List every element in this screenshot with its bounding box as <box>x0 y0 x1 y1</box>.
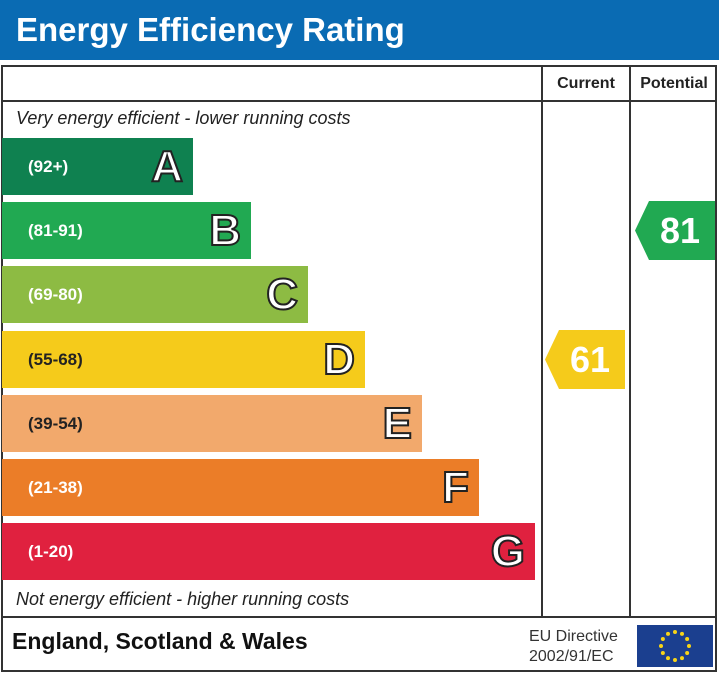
star <box>666 656 670 661</box>
star <box>687 644 691 648</box>
star <box>660 651 665 655</box>
band-f: (21-38) F <box>2 459 479 516</box>
band-letter: E <box>382 398 413 449</box>
band-a: (92+) A <box>2 138 193 195</box>
band-range: (69-80) <box>28 285 83 304</box>
band-c: (69-80) C <box>2 266 308 323</box>
current-header: Current <box>557 75 615 92</box>
star <box>673 658 677 662</box>
band-b: (81-91) B <box>2 202 251 259</box>
star <box>680 631 684 636</box>
star <box>673 630 677 634</box>
band-letter: A <box>150 141 184 192</box>
star <box>659 644 663 648</box>
eu-directive: EU Directive 2002/91/EC <box>529 627 618 667</box>
potential-rating-arrow: 81 <box>635 201 715 260</box>
star <box>666 631 670 636</box>
star <box>660 637 665 641</box>
band-letter: C <box>265 269 299 320</box>
divider <box>541 65 543 618</box>
band-letter: B <box>208 205 242 256</box>
band-e: (39-54) E <box>2 395 422 452</box>
band-range: (55-68) <box>28 350 83 369</box>
eu-flag-icon <box>637 625 713 667</box>
band-range: (39-54) <box>28 414 83 433</box>
divider <box>629 65 631 618</box>
band-range: (81-91) <box>28 221 83 240</box>
divider <box>1 616 717 618</box>
band-d: (55-68) D <box>2 331 365 388</box>
band-range: (1-20) <box>28 542 74 561</box>
band-g: (1-20) G <box>2 523 535 580</box>
band-range: (92+) <box>28 157 69 176</box>
potential-header: Potential <box>640 75 708 92</box>
directive-line1: EU Directive <box>529 628 618 645</box>
potential-rating-value: 81 <box>659 210 701 251</box>
directive-line2: 2002/91/EC <box>529 648 614 665</box>
current-rating-value: 61 <box>569 339 611 380</box>
divider <box>1 100 717 102</box>
page-title: Energy Efficiency Rating <box>0 0 719 60</box>
band-range: (21-38) <box>28 478 83 497</box>
top-note: Very energy efficient - lower running co… <box>16 108 351 128</box>
bottom-note: Not energy efficient - higher running co… <box>16 589 350 609</box>
star <box>685 651 690 655</box>
star <box>685 637 690 641</box>
current-rating-arrow: 61 <box>545 330 625 389</box>
region-label: England, Scotland & Wales <box>12 628 308 654</box>
band-letter: G <box>490 526 526 577</box>
star <box>680 656 684 661</box>
band-letter: F <box>441 462 470 513</box>
band-letter: D <box>322 334 356 385</box>
